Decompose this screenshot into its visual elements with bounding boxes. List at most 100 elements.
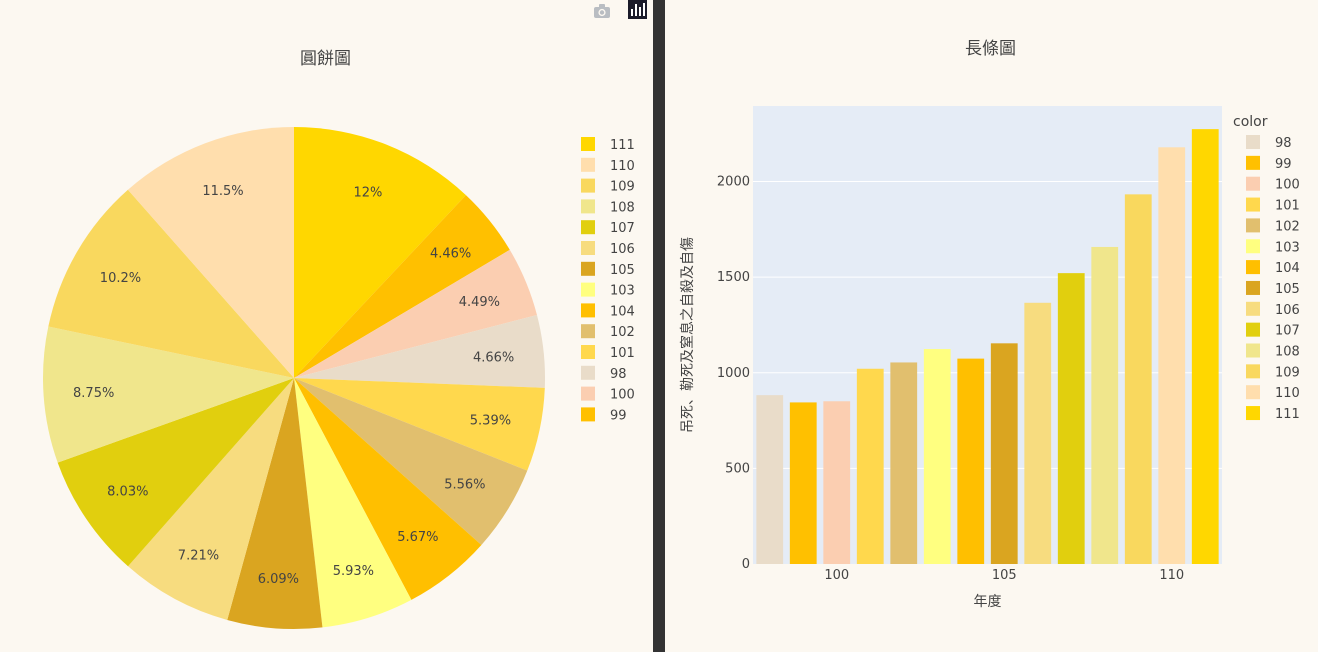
pie-label-104: 5.67% <box>397 530 438 545</box>
pie-legend-swatch <box>581 324 595 339</box>
bar-legend-swatch <box>1246 197 1260 212</box>
x-tick-label: 105 <box>992 568 1017 583</box>
y-tick-label: 1000 <box>717 366 750 381</box>
bar-legend-item-106[interactable]: 106 <box>1246 301 1300 318</box>
bar-legend-item-98[interactable]: 98 <box>1246 135 1292 151</box>
pie-legend-swatch <box>581 345 595 359</box>
pie-slice-106[interactable] <box>128 378 294 620</box>
bar-105[interactable] <box>990 343 1018 564</box>
bar-legend-label: 106 <box>1275 303 1300 318</box>
bar-legend-label: 103 <box>1275 240 1300 255</box>
pie-legend-label: 99 <box>610 408 627 423</box>
x-tick-label: 110 <box>1159 568 1184 583</box>
y-tick-label: 1500 <box>717 270 750 285</box>
bar-109[interactable] <box>1124 194 1152 564</box>
pie-slice-102[interactable] <box>294 378 528 545</box>
pie-legend-item-103[interactable]: 103 <box>581 282 635 299</box>
pie-legend-label: 101 <box>610 346 635 361</box>
pie-legend-item-98[interactable]: 98 <box>581 365 627 382</box>
bar-legend-item-107[interactable]: 107 <box>1246 322 1300 339</box>
bar-legend-label: 105 <box>1275 282 1300 297</box>
pie-slice-98[interactable] <box>294 315 545 388</box>
pie-slice-109[interactable] <box>48 189 294 378</box>
bar-108[interactable] <box>1091 246 1119 564</box>
bar-legend-item-99[interactable]: 99 <box>1246 155 1292 172</box>
bar-107[interactable] <box>1057 273 1085 564</box>
pie-slice-105[interactable] <box>227 378 323 629</box>
bar-legend-item-100[interactable]: 100 <box>1246 176 1300 193</box>
pie-label-98: 4.66% <box>473 351 514 366</box>
pie-legend-item-110[interactable]: 110 <box>581 157 635 174</box>
pie-legend-label: 107 <box>610 221 635 236</box>
pie-legend-item-109[interactable]: 109 <box>581 178 635 195</box>
pie-legend-item-100[interactable]: 100 <box>581 386 635 403</box>
pie-slice-100[interactable] <box>294 249 537 378</box>
pie-legend-item-107[interactable]: 107 <box>581 220 635 236</box>
bar-111[interactable] <box>1191 129 1219 564</box>
pie-slice-111[interactable] <box>294 127 466 378</box>
pie-slice-104[interactable] <box>294 378 482 600</box>
pie-legend-item-105[interactable]: 105 <box>581 261 635 278</box>
bar-100[interactable] <box>823 401 851 564</box>
bar-102[interactable] <box>890 362 918 564</box>
bar-legend-item-101[interactable]: 101 <box>1246 197 1300 214</box>
pie-legend-label: 105 <box>610 263 635 278</box>
bar-104[interactable] <box>957 358 985 564</box>
bar-legend-item-109[interactable]: 109 <box>1246 364 1300 380</box>
pie-legend-item-99[interactable]: 99 <box>581 407 627 423</box>
pie-legend-swatch <box>581 199 595 214</box>
pie-legend-label: 104 <box>610 304 635 319</box>
pie-slice-108[interactable] <box>43 326 295 463</box>
pie-slice-101[interactable] <box>294 378 545 471</box>
bar-legend-swatch <box>1246 364 1260 379</box>
pie-slice-107[interactable] <box>57 378 295 567</box>
bar-legend-item-111[interactable]: 111 <box>1246 406 1300 422</box>
pie-chart: 12% 4.46% 4.49% 4.66% 5.39% 5.56% 5.67% 5.93% 6.… <box>43 127 635 629</box>
bar-99[interactable] <box>789 402 817 564</box>
bar-106[interactable] <box>1024 302 1052 564</box>
pie-legend-label: 100 <box>610 388 635 403</box>
legend-title: color <box>1233 114 1268 130</box>
bar-legend-swatch <box>1246 176 1260 191</box>
pie-legend-swatch <box>581 220 595 235</box>
camera-icon[interactable] <box>592 1 612 21</box>
pie-label-108: 8.75% <box>73 386 114 401</box>
pie-label-109: 10.2% <box>100 271 141 286</box>
bar-98[interactable] <box>756 395 784 564</box>
pie-legend-item-108[interactable]: 108 <box>581 199 635 215</box>
bar-103[interactable] <box>923 349 951 564</box>
bar-chart-panel: 長條圖 0 500 1000 1500 2000 100 105 110 年度 吊死、勒死及窒息之… <box>665 0 1318 652</box>
bar-plot-area <box>753 106 1222 564</box>
pie-legend-swatch <box>581 157 595 172</box>
bar-legend-item-108[interactable]: 108 <box>1246 343 1300 360</box>
pie-legend-item-104[interactable]: 104 <box>581 303 635 319</box>
pie-slice-103[interactable] <box>294 378 412 628</box>
pie-legend-item-111[interactable]: 111 <box>581 137 635 153</box>
pie-legend-label: 111 <box>610 138 635 153</box>
bar-chart-icon[interactable] <box>628 0 647 19</box>
y-tick-label: 0 <box>742 557 750 572</box>
x-tick-label: 100 <box>824 568 849 583</box>
bar-legend-swatch <box>1246 385 1260 400</box>
pie-legend-swatch <box>581 282 595 297</box>
bar-legend-item-104[interactable]: 104 <box>1246 260 1300 276</box>
bar-title: 長條圖 <box>965 39 1016 59</box>
bar-101[interactable] <box>856 368 884 564</box>
bar-legend-item-102[interactable]: 102 <box>1246 218 1300 234</box>
pie-legend-item-102[interactable]: 102 <box>581 324 635 340</box>
pie-legend-label: 98 <box>610 367 627 382</box>
pie-legend-label: 103 <box>610 284 635 299</box>
bar-legend-item-105[interactable]: 105 <box>1246 280 1300 297</box>
bar-legend-item-103[interactable]: 103 <box>1246 239 1300 255</box>
pie-slice-99[interactable] <box>294 195 510 378</box>
bar-110[interactable] <box>1158 147 1186 564</box>
pie-legend-item-101[interactable]: 101 <box>581 345 635 361</box>
pie-legend-item-106[interactable]: 106 <box>581 241 635 257</box>
pie-label-99: 4.46% <box>430 246 471 261</box>
bar-legend-swatch <box>1246 135 1260 149</box>
bar-legend-item-110[interactable]: 110 <box>1246 385 1300 401</box>
pie-slice-110[interactable] <box>127 127 295 378</box>
bar-legend-label: 98 <box>1275 136 1292 151</box>
bar-legend-label: 110 <box>1275 386 1300 401</box>
bar-legend-label: 101 <box>1275 199 1300 214</box>
